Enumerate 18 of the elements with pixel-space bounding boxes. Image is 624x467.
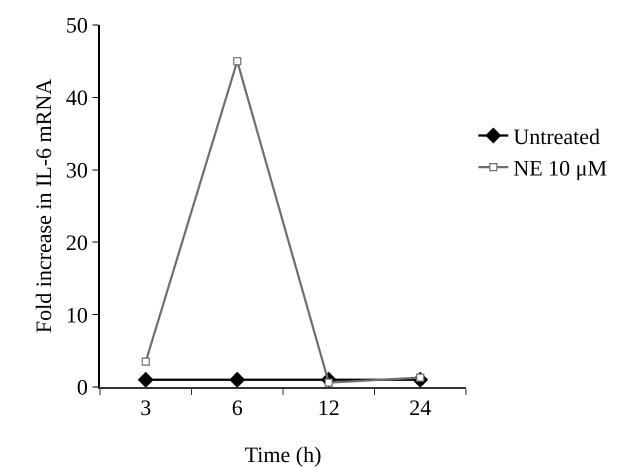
point xyxy=(230,372,245,388)
y-tick-label: 20 xyxy=(66,230,88,255)
y-axis-title: Fold increase in IL-6 mRNA xyxy=(31,78,56,334)
y-tick-label: 30 xyxy=(66,158,88,182)
y-tick-label: 40 xyxy=(66,85,88,110)
x-tick-label: 6 xyxy=(232,395,243,420)
legend-label: NE 10 μM xyxy=(513,156,608,181)
x-tick-label: 24 xyxy=(409,395,432,420)
x-tick-label: 3 xyxy=(140,395,152,420)
y-tick-label: 10 xyxy=(66,302,88,328)
y-tick-label: 50 xyxy=(66,12,88,38)
point xyxy=(142,358,150,366)
legend-label: Untreated xyxy=(513,124,600,150)
x-axis-title: Time (h) xyxy=(244,442,322,467)
x-tick-label: 12 xyxy=(318,395,340,420)
y-tick-label: 0 xyxy=(76,374,88,400)
point xyxy=(138,372,154,388)
point xyxy=(233,57,242,66)
